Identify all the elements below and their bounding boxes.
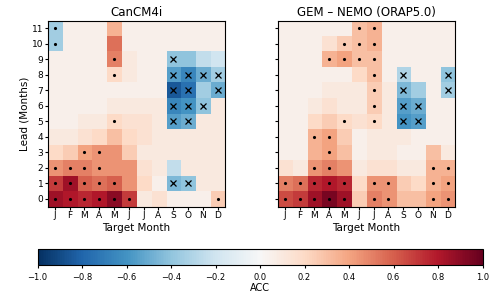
Title: CanCM4i: CanCM4i bbox=[110, 6, 162, 19]
X-axis label: Target Month: Target Month bbox=[332, 222, 400, 233]
Title: GEM – NEMO (ORAP5.0): GEM – NEMO (ORAP5.0) bbox=[297, 6, 436, 19]
X-axis label: ACC: ACC bbox=[250, 283, 270, 293]
Y-axis label: Lead (Months): Lead (Months) bbox=[19, 76, 29, 151]
X-axis label: Target Month: Target Month bbox=[102, 222, 170, 233]
